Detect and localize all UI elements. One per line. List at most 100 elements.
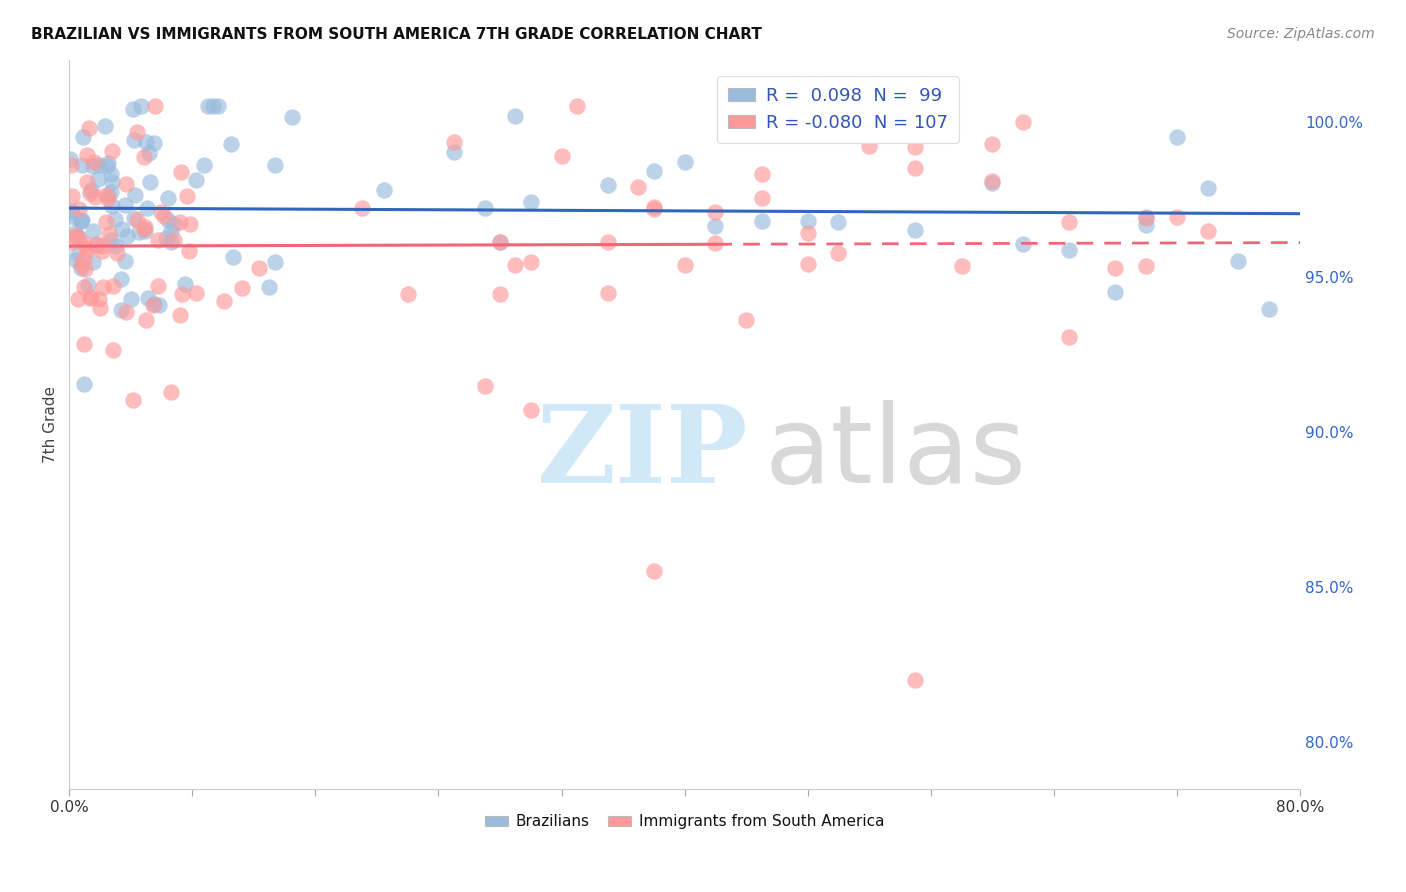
Point xyxy=(100,185,122,199)
Point xyxy=(160,235,183,250)
Point xyxy=(155,230,177,244)
Point xyxy=(1135,210,1157,224)
Point xyxy=(87,158,110,172)
Point xyxy=(858,99,880,113)
Point xyxy=(114,254,136,268)
Point xyxy=(120,292,142,306)
Point xyxy=(84,238,107,252)
Point xyxy=(83,154,105,169)
Point xyxy=(67,231,90,245)
Point xyxy=(505,258,527,272)
Point xyxy=(89,301,111,316)
Point xyxy=(858,99,880,113)
Point xyxy=(73,376,96,391)
Point xyxy=(704,235,727,250)
Text: atlas: atlas xyxy=(765,401,1026,507)
Point xyxy=(796,226,818,240)
Point xyxy=(124,211,146,225)
Point xyxy=(146,233,169,247)
Point xyxy=(627,179,650,194)
Point xyxy=(1166,129,1188,144)
Point xyxy=(69,258,91,272)
Point xyxy=(904,140,927,154)
Point xyxy=(179,217,201,231)
Point xyxy=(981,137,1004,152)
Point xyxy=(443,145,465,160)
Point xyxy=(186,285,208,300)
Point xyxy=(97,156,120,170)
Point xyxy=(101,343,124,358)
Point xyxy=(396,287,419,301)
Point xyxy=(1057,243,1080,257)
Point xyxy=(520,255,543,269)
Point xyxy=(59,205,82,219)
Point xyxy=(70,158,93,172)
Point xyxy=(100,233,122,247)
Point xyxy=(142,298,165,312)
Point xyxy=(1104,285,1126,299)
Point xyxy=(100,167,122,181)
Point xyxy=(231,281,253,295)
Point xyxy=(157,191,180,205)
Point xyxy=(76,175,98,189)
Point xyxy=(76,243,98,257)
Point xyxy=(77,121,100,136)
Point xyxy=(73,262,96,277)
Point xyxy=(82,255,104,269)
Point xyxy=(169,215,191,229)
Point xyxy=(125,213,148,227)
Point xyxy=(751,190,773,204)
Point xyxy=(1135,218,1157,232)
Point xyxy=(197,99,219,113)
Point xyxy=(1057,214,1080,228)
Point xyxy=(73,252,96,267)
Point xyxy=(505,109,527,123)
Point xyxy=(134,219,156,234)
Point xyxy=(950,259,973,273)
Point xyxy=(163,217,186,231)
Point xyxy=(350,201,373,215)
Point xyxy=(143,296,166,310)
Point xyxy=(176,188,198,202)
Point xyxy=(263,255,285,269)
Point xyxy=(149,205,172,219)
Point xyxy=(127,125,149,139)
Point xyxy=(62,210,84,224)
Point xyxy=(596,178,619,192)
Point xyxy=(67,202,90,217)
Point xyxy=(1012,114,1035,128)
Point xyxy=(153,209,176,223)
Text: Source: ZipAtlas.com: Source: ZipAtlas.com xyxy=(1227,27,1375,41)
Point xyxy=(129,99,152,113)
Point xyxy=(221,250,243,264)
Point xyxy=(179,244,201,259)
Point xyxy=(104,211,127,226)
Point xyxy=(91,244,114,259)
Point xyxy=(489,287,512,301)
Point xyxy=(87,171,110,186)
Point xyxy=(110,302,132,317)
Point xyxy=(202,99,225,113)
Point xyxy=(520,403,543,417)
Point xyxy=(904,223,927,237)
Point xyxy=(128,225,150,239)
Point xyxy=(66,229,89,244)
Point xyxy=(751,214,773,228)
Point xyxy=(84,190,107,204)
Point xyxy=(259,280,281,294)
Point xyxy=(751,167,773,181)
Point xyxy=(138,145,160,160)
Point xyxy=(550,148,572,162)
Point xyxy=(212,294,235,309)
Point xyxy=(1197,180,1219,194)
Point xyxy=(132,221,155,235)
Point xyxy=(70,214,93,228)
Point xyxy=(904,673,927,687)
Point xyxy=(735,313,758,327)
Point xyxy=(489,235,512,250)
Point xyxy=(673,258,696,272)
Point xyxy=(59,203,82,218)
Point xyxy=(138,175,160,189)
Point xyxy=(135,135,157,149)
Point xyxy=(59,153,82,167)
